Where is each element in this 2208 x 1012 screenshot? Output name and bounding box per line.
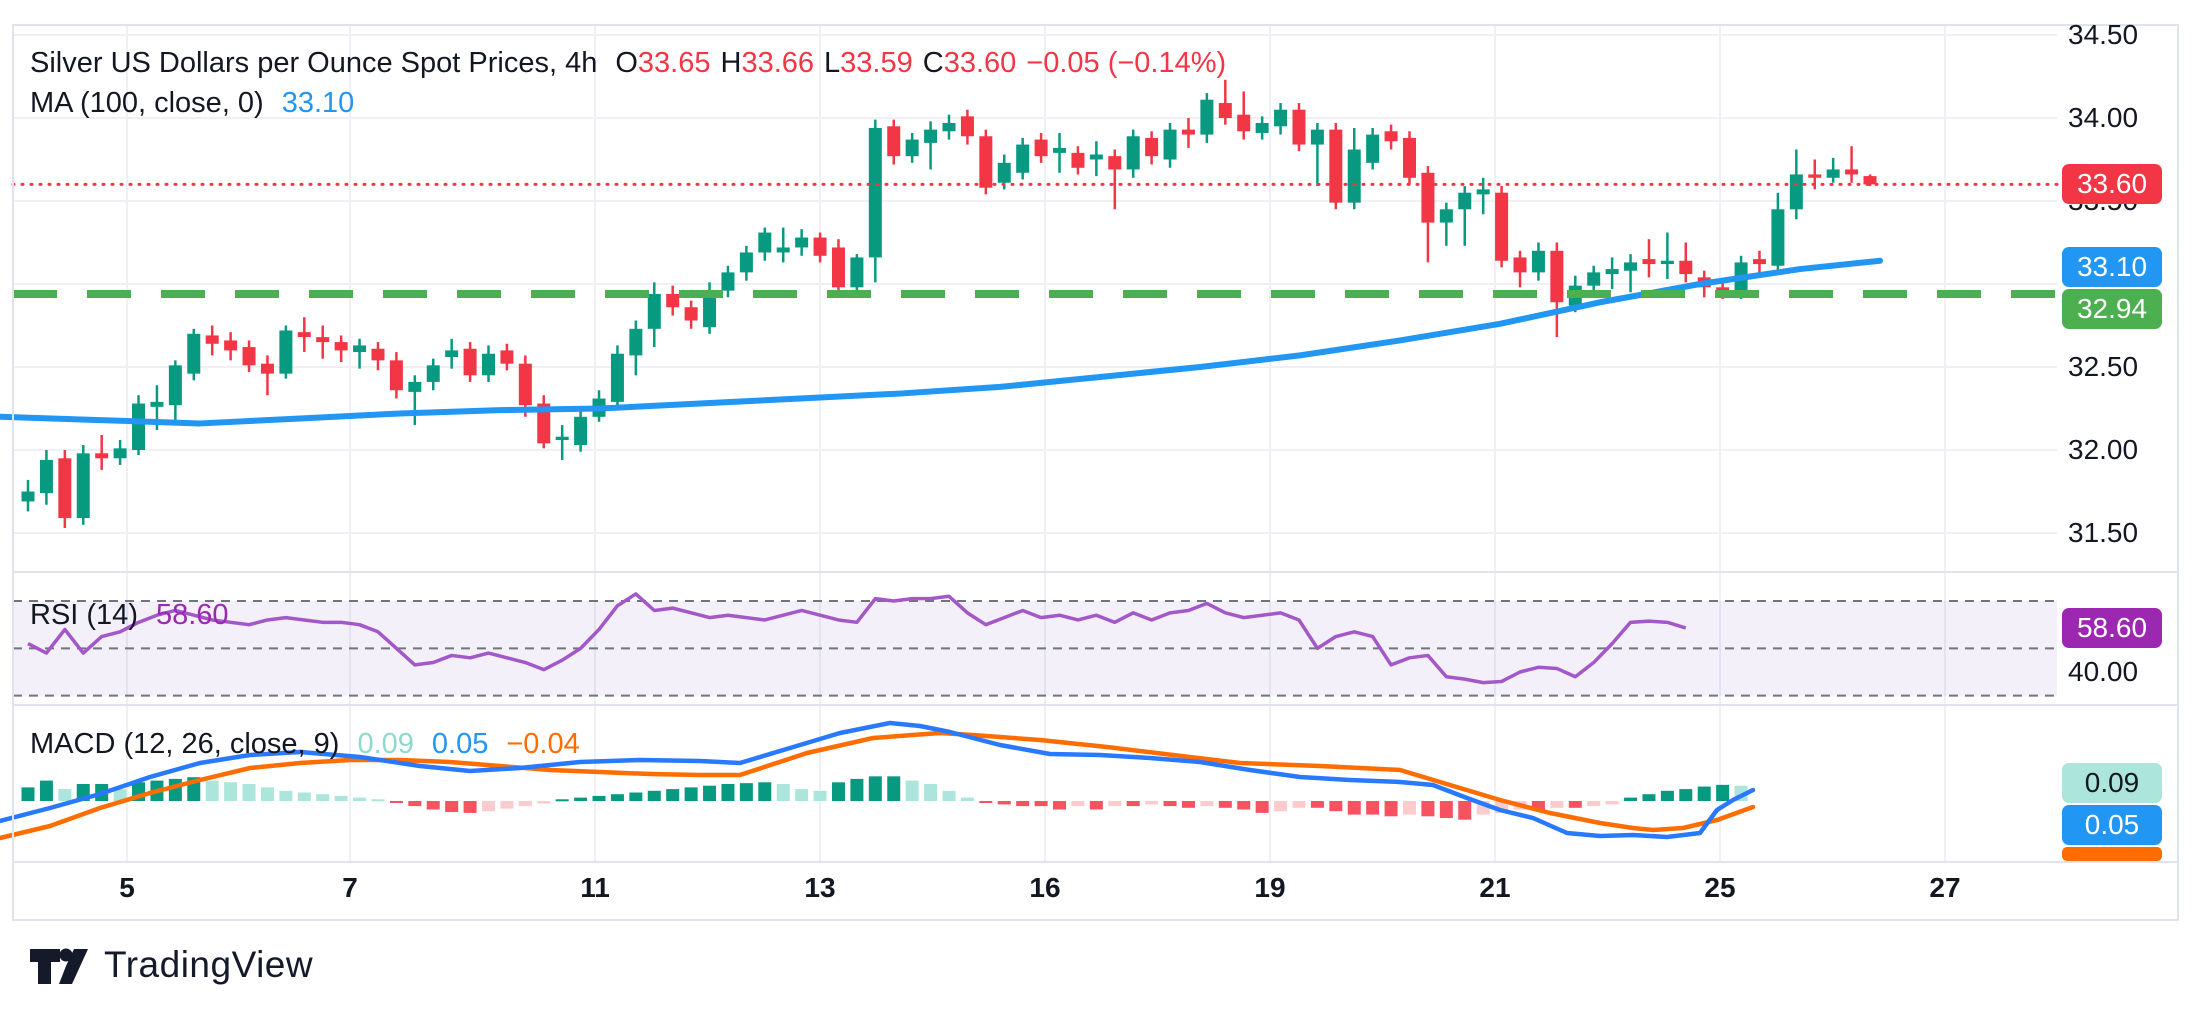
ohlc-open-value: 33.65: [637, 47, 711, 79]
macd-label: MACD (12, 26, close, 9): [30, 728, 340, 760]
price-tick: 31.50: [2068, 517, 2139, 548]
ohlc-low-label: L: [824, 47, 841, 79]
price-tick: 34.00: [2068, 102, 2139, 133]
candlesticks: [21, 79, 1877, 529]
rsi-panel: [13, 600, 2057, 697]
time-tick: 25: [1704, 872, 1736, 903]
ma-value-badge: 33.10: [2062, 247, 2162, 288]
ma-legend[interactable]: MA (100, close, 0) 33.10: [30, 86, 354, 120]
rsi-label: RSI (14): [30, 599, 138, 631]
time-tick: 13: [804, 872, 836, 903]
ohlc-open-label: O: [615, 47, 638, 79]
rsi-line: [27, 592, 1687, 685]
macd-legend[interactable]: MACD (12, 26, close, 9) 0.09 0.05 −0.04: [30, 727, 580, 761]
panel-separators: [12, 24, 2179, 921]
ma-value: 33.10: [281, 87, 355, 119]
macd-hist-value: 0.09: [357, 728, 414, 760]
price-tick: 34.50: [2068, 19, 2139, 50]
price-tick: 32.50: [2068, 351, 2139, 382]
time-tick: 19: [1254, 872, 1286, 903]
time-tick: 7: [342, 872, 358, 903]
rsi-legend[interactable]: RSI (14) 58.60: [30, 598, 229, 632]
symbol-title: Silver US Dollars per Ounce Spot Prices,…: [30, 47, 598, 79]
tradingview-logo-icon: [30, 948, 88, 984]
tradingview-attribution[interactable]: TradingView: [28, 942, 313, 988]
ohlc-high-label: H: [720, 47, 742, 79]
time-tick: 5: [119, 872, 135, 903]
rsi-tick: 40.00: [2068, 656, 2139, 687]
time-tick: 27: [1929, 872, 1961, 903]
tradingview-brand-text: TradingView: [104, 944, 314, 985]
ma-line: [0, 257, 1883, 427]
price-change: −0.05 (−0.14%): [1026, 47, 1227, 79]
price-levels: [11, 182, 2059, 298]
time-tick: 16: [1029, 872, 1061, 903]
support-level-badge: 32.94: [2062, 289, 2162, 330]
ohlc-low-value: 33.59: [840, 47, 913, 79]
last-price-badge: 33.60: [2062, 164, 2162, 205]
ma-label: MA (100, close, 0): [30, 87, 264, 119]
macd-line-value: 0.05: [431, 728, 489, 760]
macd-hist-badge: 0.09: [2062, 762, 2162, 803]
rsi-value: 58.60: [155, 599, 229, 631]
symbol-legend[interactable]: Silver US Dollars per Ounce Spot Prices,…: [30, 46, 1226, 80]
ohlc-close-label: C: [922, 47, 944, 79]
ohlc-high-value: 33.66: [741, 47, 815, 79]
macd-signal-badge: [2062, 846, 2162, 861]
macd-signal-value: −0.04: [506, 728, 580, 760]
time-tick: 11: [580, 872, 610, 903]
macd-lines: [0, 720, 1756, 841]
time-tick: 21: [1479, 872, 1511, 903]
rsi-value-badge: 58.60: [2062, 608, 2162, 648]
macd-value-badge: 0.05: [2062, 804, 2162, 845]
ohlc-close-value: 33.60: [943, 47, 1017, 79]
price-tick: 32.00: [2068, 434, 2139, 465]
